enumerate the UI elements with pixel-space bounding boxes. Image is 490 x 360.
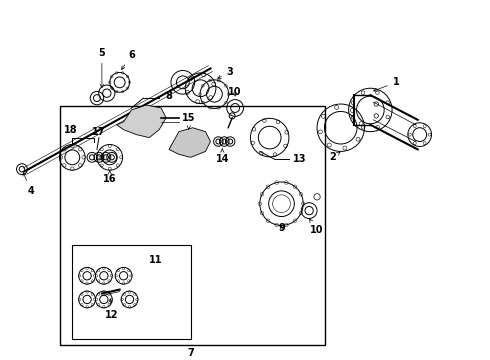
Text: 10: 10 xyxy=(228,87,242,97)
Bar xyxy=(73,245,191,339)
Text: 4: 4 xyxy=(23,172,34,196)
Text: 2: 2 xyxy=(329,152,340,162)
Text: 14: 14 xyxy=(216,149,229,164)
Text: 6: 6 xyxy=(122,50,135,69)
Text: 13: 13 xyxy=(293,154,306,164)
Text: 7: 7 xyxy=(187,348,194,358)
Text: 16: 16 xyxy=(103,171,117,184)
Text: 15: 15 xyxy=(182,113,196,129)
Text: 10: 10 xyxy=(310,219,324,235)
Text: 1: 1 xyxy=(374,77,399,91)
Text: 9: 9 xyxy=(278,224,285,233)
Text: 5: 5 xyxy=(98,48,105,87)
Text: 17: 17 xyxy=(92,127,106,137)
Polygon shape xyxy=(169,128,211,157)
Polygon shape xyxy=(117,105,166,138)
Bar xyxy=(60,106,325,345)
Text: 11: 11 xyxy=(149,255,163,265)
Text: 18: 18 xyxy=(64,125,77,135)
Text: 3: 3 xyxy=(218,67,234,78)
Text: 8: 8 xyxy=(166,91,172,101)
Text: 12: 12 xyxy=(105,299,119,320)
